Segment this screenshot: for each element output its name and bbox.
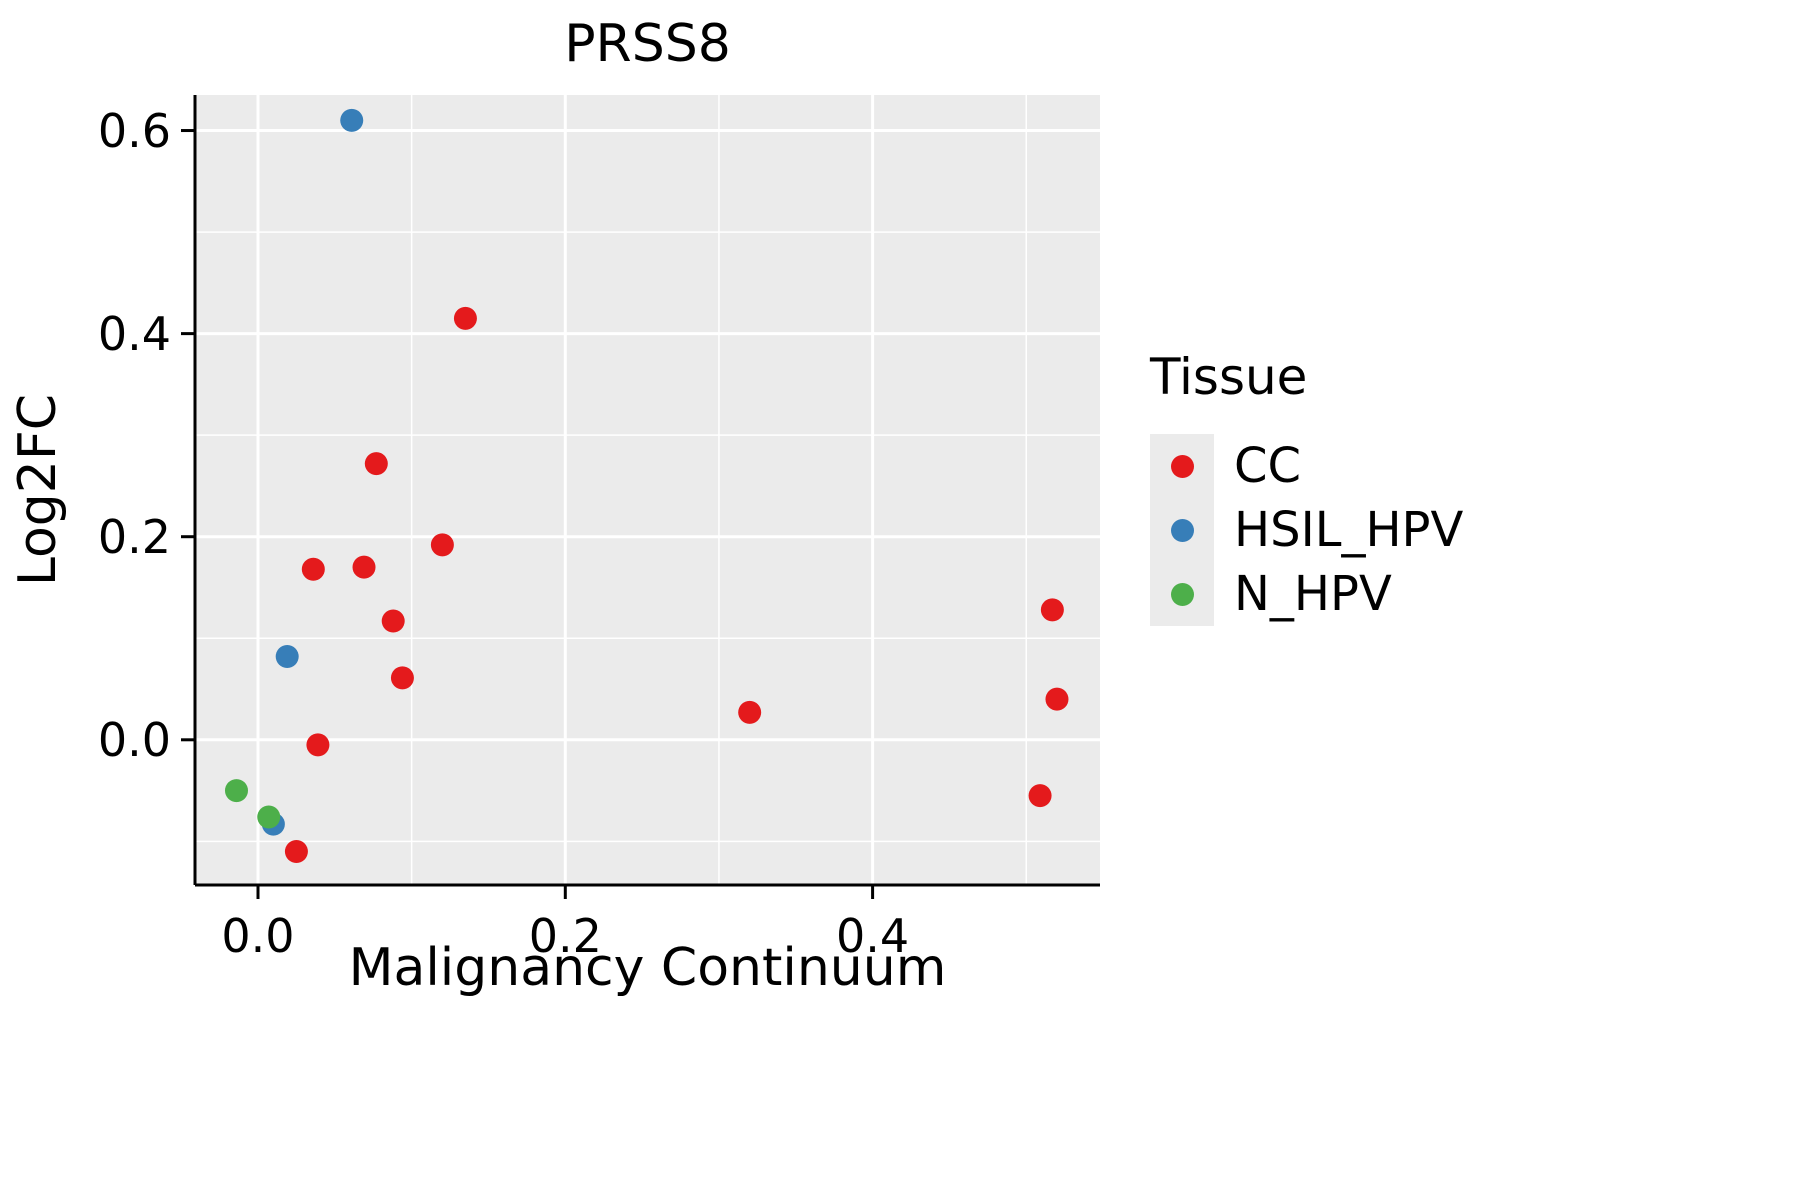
legend: Tissue CC HSIL_HPV N_HPV bbox=[1150, 348, 1463, 626]
point-CC bbox=[301, 557, 325, 581]
point-CC bbox=[430, 533, 454, 557]
point-HSIL_HPV bbox=[275, 645, 299, 669]
point-CC bbox=[306, 733, 330, 757]
legend-key-swatch bbox=[1150, 434, 1214, 498]
x-tick-label: 0.4 bbox=[836, 909, 910, 963]
point-CC bbox=[284, 839, 308, 863]
legend-key-swatch bbox=[1150, 562, 1214, 626]
chart-title: PRSS8 bbox=[564, 14, 731, 74]
point-CC bbox=[364, 452, 388, 476]
point-CC bbox=[381, 609, 405, 633]
point-CC bbox=[453, 306, 477, 330]
legend-label: N_HPV bbox=[1234, 566, 1392, 622]
point-CC bbox=[390, 666, 414, 690]
legend-items: CC HSIL_HPV N_HPV bbox=[1150, 434, 1463, 626]
x-axis-label: Malignancy Continuum bbox=[348, 938, 947, 998]
point-CC bbox=[1040, 598, 1064, 622]
legend-key-swatch bbox=[1150, 498, 1214, 562]
legend-dot-icon bbox=[1170, 582, 1194, 606]
legend-dot-icon bbox=[1170, 518, 1194, 542]
x-tick-label: 0.2 bbox=[528, 909, 602, 963]
legend-dot-icon bbox=[1170, 454, 1194, 478]
point-CC bbox=[1045, 687, 1069, 711]
legend-item-hsil-hpv: HSIL_HPV bbox=[1150, 498, 1463, 562]
point-N_HPV bbox=[224, 779, 248, 803]
point-N_HPV bbox=[257, 805, 281, 829]
legend-label: HSIL_HPV bbox=[1234, 502, 1464, 558]
legend-title: Tissue bbox=[1150, 348, 1308, 406]
legend-item-cc: CC bbox=[1150, 434, 1463, 498]
legend-label: CC bbox=[1234, 438, 1302, 494]
point-CC bbox=[352, 555, 376, 579]
y-tick-label: 0.0 bbox=[97, 712, 171, 767]
point-CC bbox=[1028, 784, 1052, 808]
x-tick-label: 0.0 bbox=[221, 909, 295, 963]
y-tick-label: 0.6 bbox=[97, 103, 171, 158]
y-tick-label: 0.2 bbox=[97, 509, 171, 564]
point-HSIL_HPV bbox=[340, 108, 364, 132]
panel-background bbox=[195, 95, 1100, 885]
legend-item-n-hpv: N_HPV bbox=[1150, 562, 1463, 626]
y-tick-label: 0.4 bbox=[97, 306, 171, 361]
point-CC bbox=[738, 700, 762, 724]
